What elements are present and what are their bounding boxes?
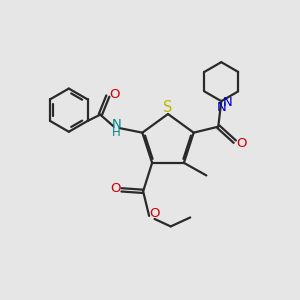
Text: H: H	[112, 126, 121, 139]
Text: O: O	[149, 207, 160, 220]
Text: O: O	[236, 137, 247, 150]
Text: O: O	[109, 88, 120, 101]
Text: N: N	[223, 96, 233, 109]
Text: S: S	[163, 100, 173, 115]
Text: N: N	[111, 118, 121, 131]
Text: N: N	[216, 101, 226, 114]
Text: O: O	[110, 182, 121, 195]
